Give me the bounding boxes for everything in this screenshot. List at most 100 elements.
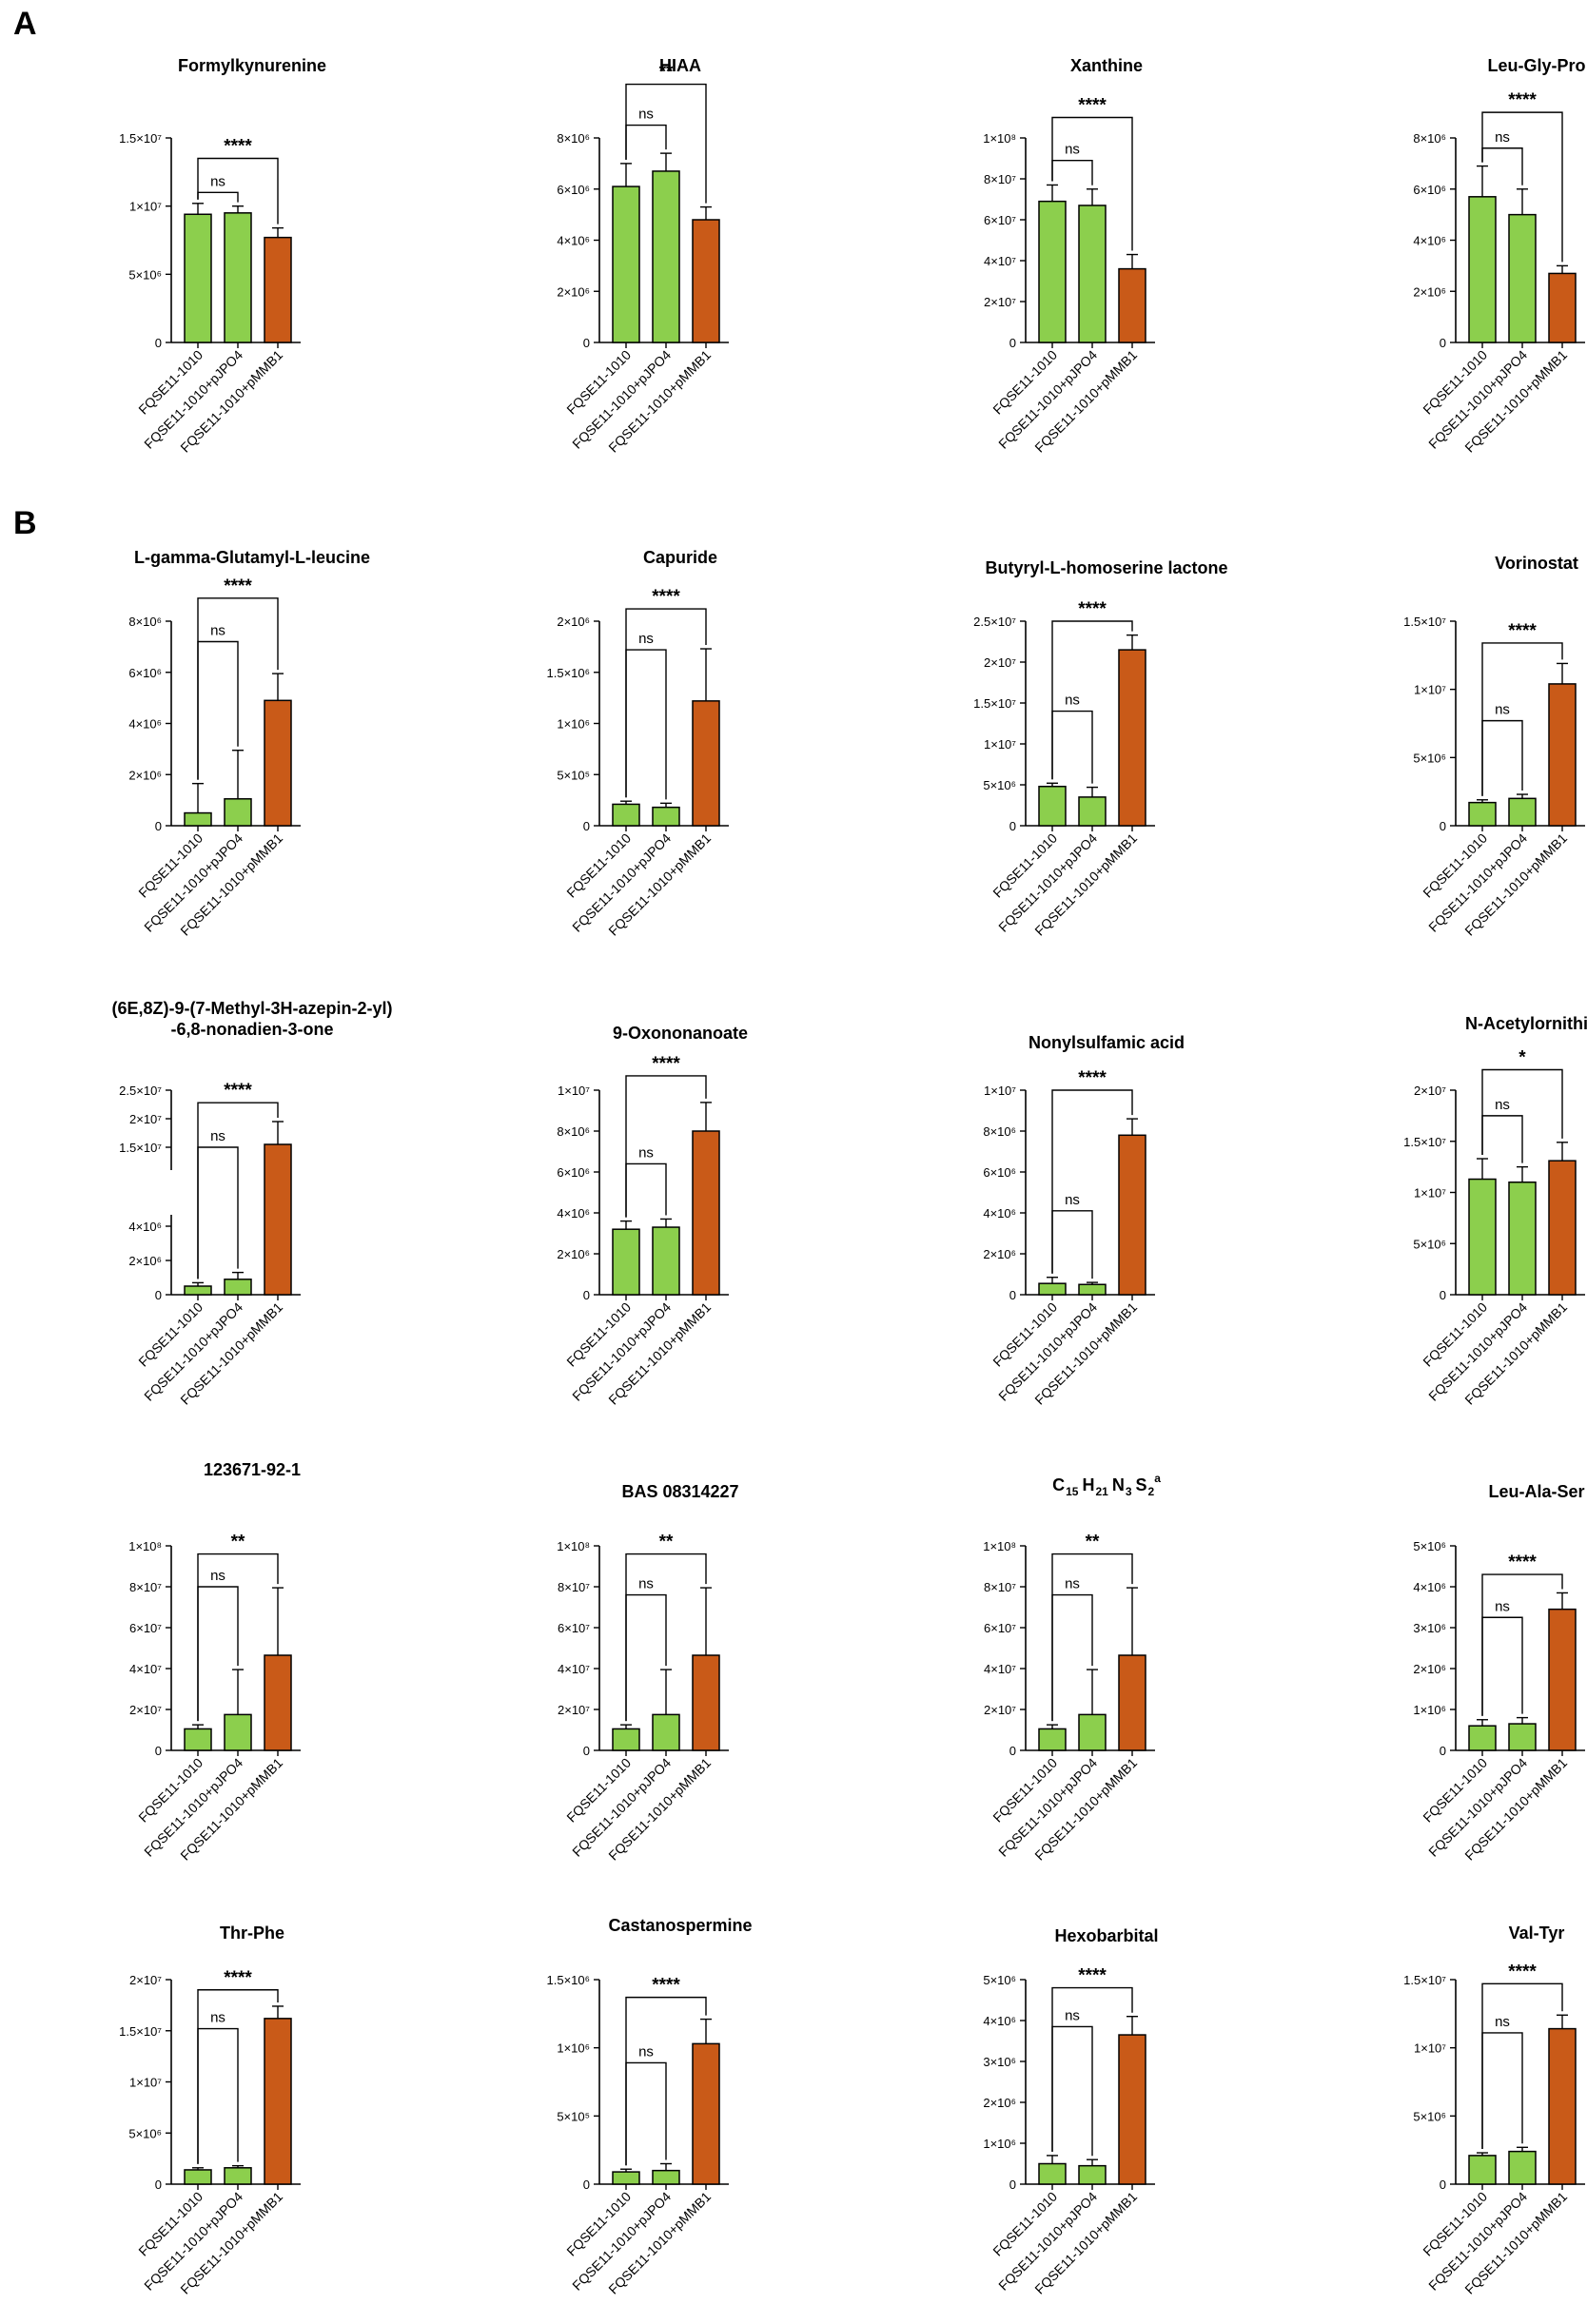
sig-label: ****	[1508, 1962, 1537, 1982]
chart-14: BAS 0831422702×10⁷4×10⁷6×10⁷8×10⁷1×10⁸FQ…	[557, 1482, 738, 1864]
y-tick-label: 2×10⁷	[129, 1973, 162, 1987]
chart-title: HIAA	[659, 56, 701, 75]
bar-2	[1078, 1283, 1107, 1296]
y-tick-label: 0	[1009, 1288, 1016, 1302]
sig-bracket	[1481, 111, 1563, 263]
sig-label: ns	[638, 631, 654, 647]
y-tick-label: 4×10⁶	[1413, 1580, 1446, 1594]
y-tick-label: 5×10⁶	[1413, 2109, 1446, 2123]
sig-bracket	[625, 2061, 667, 2166]
y-tick-label: 5×10⁶	[1413, 1539, 1446, 1553]
bar-1	[612, 1728, 640, 1751]
bar-1	[184, 1285, 212, 1296]
y-tick-label: 1.5×10⁶	[547, 666, 590, 680]
sig-label: ****	[652, 1054, 680, 1074]
sig-bracket	[197, 191, 239, 203]
y-tick-label: 2×10⁷	[1414, 1084, 1446, 1098]
sig-label: ns	[1495, 1097, 1510, 1113]
sig-bracket	[1481, 719, 1523, 796]
y-tick-label: 0	[583, 819, 590, 833]
chart-title: Capuride	[643, 548, 717, 567]
title-part: a	[1154, 1472, 1161, 1485]
chart-title: 123671-92-1	[204, 1460, 301, 1479]
y-tick-label: 1.5×10⁷	[119, 131, 162, 146]
bar-3	[1118, 649, 1146, 827]
sig-bracket	[625, 124, 667, 160]
y-tick-label: 5×10⁶	[983, 1973, 1016, 1987]
bar-3	[264, 1143, 292, 1296]
sig-label: **	[659, 1533, 674, 1553]
y-tick-label: 5×10⁶	[128, 2126, 162, 2140]
sig-bracket	[1481, 642, 1563, 796]
y-tick-label: 6×10⁷	[984, 1621, 1016, 1635]
title-part: 3	[1126, 1485, 1132, 1498]
bar-3	[264, 2018, 292, 2185]
sig-bracket	[197, 157, 279, 225]
y-tick-label: 0	[155, 1288, 162, 1302]
bar-1	[612, 2171, 640, 2185]
y-tick-label: 0	[1440, 1744, 1446, 1758]
bar-2	[1508, 213, 1537, 343]
bar-2	[224, 2167, 252, 2185]
bar-2	[224, 1279, 252, 1296]
y-tick-label: 8×10⁷	[129, 1580, 162, 1594]
sig-label: ns	[638, 107, 654, 123]
chart-15: C15 H21 N3 S2a02×10⁷4×10⁷6×10⁷8×10⁷1×10⁸FQS…	[983, 1472, 1161, 1864]
y-tick-label: 1×10⁷	[558, 1084, 590, 1098]
sig-label: **	[659, 63, 674, 83]
y-tick-label: 1.5×10⁷	[1403, 615, 1446, 629]
y-tick-label: 1.5×10⁶	[547, 1973, 590, 1987]
y-tick-label: 1.5×10⁷	[119, 1141, 162, 1155]
chart-title: Thr-Phe	[220, 1924, 284, 1943]
sig-label: ****	[1078, 599, 1107, 619]
y-tick-label: 6×10⁷	[129, 1621, 162, 1635]
chart-title: C15 H21 N3 S2a	[1052, 1472, 1161, 1498]
chart-title: Hexobarbital	[1054, 1926, 1158, 1945]
chart-16: Leu-Ala-Ser01×10⁶2×10⁶3×10⁶4×10⁶5×10⁶FQS…	[1413, 1482, 1585, 1864]
y-tick-label: 1×10⁶	[1413, 1703, 1446, 1717]
sig-label: ns	[638, 1144, 654, 1161]
y-tick-label: 0	[1009, 2178, 1016, 2192]
sig-bracket	[625, 1553, 707, 1722]
y-tick-label: 0	[1009, 336, 1016, 350]
sig-bracket	[625, 649, 667, 800]
y-tick-label: 1.5×10⁷	[1403, 1135, 1446, 1149]
chart-5: L-gamma-Glutamyl-L-leucine 0 2×10⁶ 4×10⁶ 6×1…	[128, 548, 370, 939]
y-tick-label: 4×10⁷	[984, 1662, 1016, 1676]
sig-label: ns	[210, 1568, 225, 1584]
bar-1	[184, 1728, 212, 1751]
chart-9: (6E,8Z)-9-(7-Methyl-3H-azepin-2-yl) -6,8-…	[111, 999, 392, 1408]
sig-bracket	[1051, 159, 1093, 186]
y-tick-label: 5×10⁶	[128, 267, 162, 282]
sig-bracket	[1481, 1982, 1563, 2150]
sig-label: ****	[224, 576, 252, 596]
sig-label: ns	[1065, 2007, 1080, 2023]
sig-label: ****	[224, 137, 252, 157]
chart-13: 123671-92-102×10⁷4×10⁷6×10⁷8×10⁷1×10⁸FQS…	[128, 1460, 301, 1864]
y-tick-label: 2×10⁷	[984, 1703, 1016, 1717]
sig-label: ****	[652, 1976, 680, 1996]
bar-1	[1038, 785, 1067, 827]
y-tick-label: 0	[1440, 336, 1446, 350]
sig-bracket	[1481, 1068, 1563, 1156]
sig-label: **	[231, 1533, 245, 1553]
bar-2	[1078, 1713, 1107, 1751]
sig-label: ns	[1495, 129, 1510, 146]
sig-label: ****	[1078, 96, 1107, 116]
bar-1	[1468, 2155, 1497, 2185]
y-tick-label: 5×10⁶	[1413, 1237, 1446, 1251]
y-tick-label: 0	[1440, 819, 1446, 833]
sig-bracket	[1051, 116, 1133, 251]
chart-title: Val-Tyr	[1509, 1924, 1565, 1943]
y-tick-label: 1×10⁸	[983, 131, 1016, 146]
sig-label: ns	[638, 2043, 654, 2060]
panel-label-b: B	[13, 505, 37, 541]
sig-bracket	[625, 1162, 667, 1218]
sig-label: **	[1086, 1533, 1100, 1553]
y-tick-label: 2×10⁷	[129, 1112, 162, 1126]
bar-2	[224, 798, 252, 827]
chart-11: Nonylsulfamic acid 0 2×10⁶ 4×10⁶ 6×10⁶ 8×10⁶ 1…	[983, 1033, 1185, 1408]
y-tick-label: 6×10⁷	[984, 213, 1016, 227]
bar-3	[692, 700, 720, 827]
y-tick-label: 8×10⁶	[983, 1124, 1016, 1139]
